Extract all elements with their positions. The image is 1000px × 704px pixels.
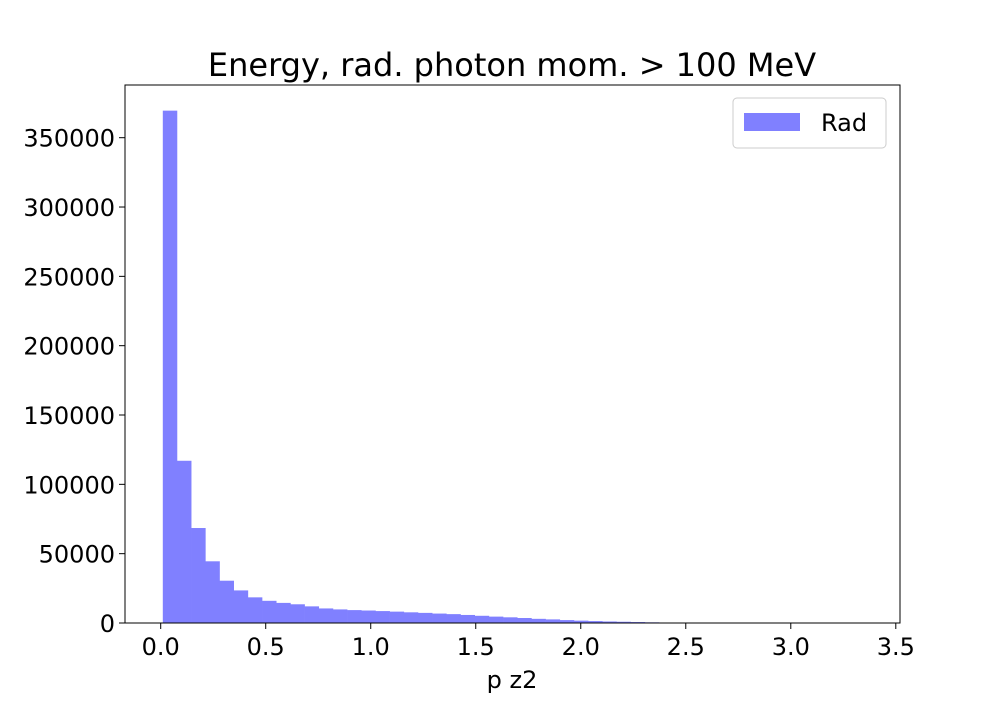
chart-title: Energy, rad. photon mom. > 100 MeV xyxy=(208,46,816,84)
histogram-bar xyxy=(390,612,404,623)
x-tick-label: 2.0 xyxy=(562,633,600,661)
x-tick-label: 1.5 xyxy=(457,633,495,661)
y-tick-label: 150000 xyxy=(23,402,115,430)
histogram-bar xyxy=(305,606,319,623)
x-tick-label: 0.0 xyxy=(142,633,180,661)
histogram-bar xyxy=(347,610,361,623)
y-tick-label: 100000 xyxy=(23,471,115,499)
histogram-bar xyxy=(276,603,290,623)
histogram-bar xyxy=(517,618,531,623)
histogram-bar xyxy=(546,619,560,623)
histogram-bar xyxy=(531,619,545,623)
histogram-bar xyxy=(475,616,489,623)
histogram-bar xyxy=(333,609,347,623)
y-tick-label: 350000 xyxy=(23,125,115,153)
x-tick-label: 2.5 xyxy=(667,633,705,661)
histogram-bar xyxy=(432,614,446,623)
y-tick-label: 300000 xyxy=(23,194,115,222)
histogram-bar xyxy=(290,604,304,623)
histogram-bar xyxy=(205,561,219,623)
histogram-bar xyxy=(262,601,276,623)
y-axis: 0 50000 100000 150000 200000 250000 300000 3500… xyxy=(23,125,125,638)
histogram-bar xyxy=(163,111,177,623)
x-tick-label: 3.5 xyxy=(877,633,915,661)
bars-layer xyxy=(163,111,730,623)
histogram-bar xyxy=(461,615,475,623)
x-tick-label: 3.0 xyxy=(772,633,810,661)
histogram-bar xyxy=(234,590,248,623)
histogram-bar xyxy=(503,617,517,623)
legend-swatch xyxy=(744,113,800,131)
histogram-bar xyxy=(375,611,389,623)
legend-label: Rad xyxy=(821,109,867,137)
histogram-bar xyxy=(361,611,375,623)
x-axis-label: p z2 xyxy=(487,666,538,694)
histogram-bar xyxy=(404,612,418,623)
histogram-bar xyxy=(489,617,503,623)
x-axis: 0.0 0.5 1.0 1.5 2.0 2.5 3.0 3.5 xyxy=(142,623,915,661)
legend: Rad xyxy=(733,98,886,148)
histogram-bar xyxy=(177,461,191,623)
y-tick-label: 50000 xyxy=(39,541,115,569)
y-tick-label: 0 xyxy=(100,610,115,638)
histogram-bar xyxy=(248,597,262,623)
histogram-bar xyxy=(418,613,432,623)
y-tick-label: 250000 xyxy=(23,263,115,291)
histogram-bar xyxy=(220,581,234,623)
histogram-bar xyxy=(446,614,460,623)
histogram-bar xyxy=(319,608,333,623)
x-tick-label: 0.5 xyxy=(247,633,285,661)
y-tick-label: 200000 xyxy=(23,333,115,361)
x-tick-label: 1.0 xyxy=(352,633,390,661)
histogram-bar xyxy=(191,528,205,623)
plot-frame xyxy=(125,85,900,623)
